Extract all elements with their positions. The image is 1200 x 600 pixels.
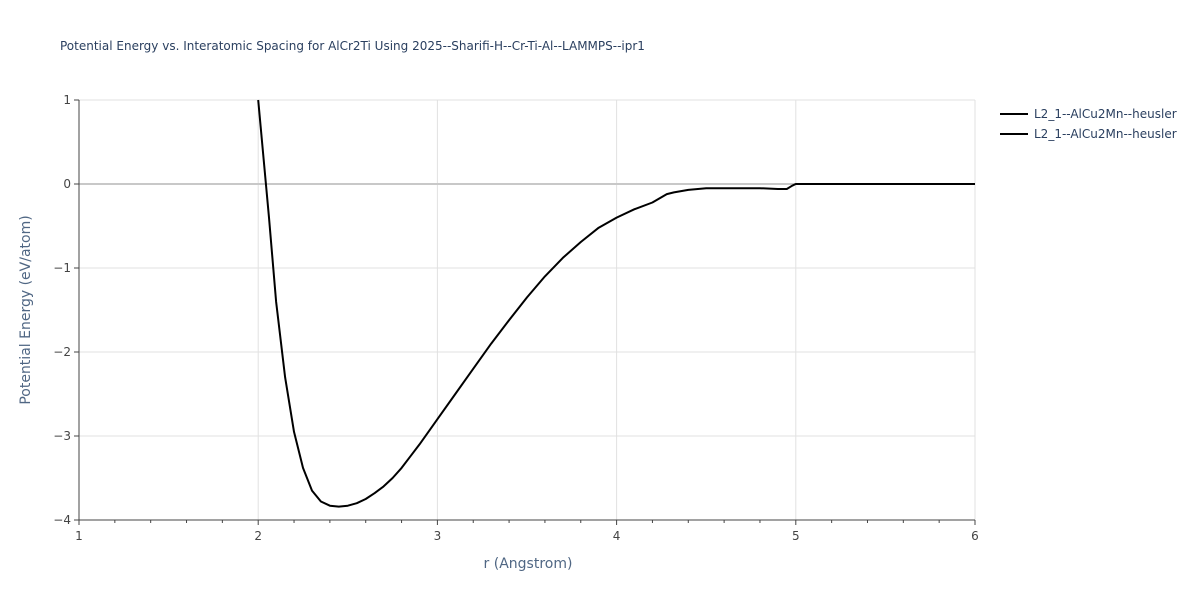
x-tick-label: 5 [792, 529, 800, 543]
legend-item-0[interactable]: L2_1--AlCu2Mn--heusler [1000, 107, 1177, 121]
x-axis-label: r (Angstrom) [484, 556, 573, 572]
grid-layer [79, 99, 976, 520]
legend-item-1[interactable]: L2_1--AlCu2Mn--heusler [1000, 127, 1177, 141]
axis-layer: 1 2 3 4 5 6 1 0 −1 −2 −3 −4 [53, 93, 979, 543]
x-tick-label: 1 [75, 529, 83, 543]
y-tick-label: 1 [63, 93, 71, 107]
y-tick-label: −3 [53, 429, 71, 443]
x-tick-label: 4 [613, 529, 621, 543]
y-tick-label: −4 [53, 513, 71, 527]
y-tick-label: 0 [63, 177, 71, 191]
y-tick-label: −1 [53, 261, 71, 275]
chart-title: Potential Energy vs. Interatomic Spacing… [60, 39, 645, 53]
x-tick-label: 6 [971, 529, 979, 543]
series-line-0 [257, 99, 975, 508]
legend-label: L2_1--AlCu2Mn--heusler [1034, 107, 1177, 121]
x-tick-label: 3 [434, 529, 442, 543]
series-layer [257, 99, 975, 508]
legend[interactable]: L2_1--AlCu2Mn--heusler L2_1--AlCu2Mn--heu… [1000, 107, 1177, 141]
legend-label: L2_1--AlCu2Mn--heusler [1034, 127, 1177, 141]
x-tick-label: 2 [254, 529, 262, 543]
y-tick-label: −2 [53, 345, 71, 359]
y-axis-label: Potential Energy (eV/atom) [18, 215, 34, 404]
